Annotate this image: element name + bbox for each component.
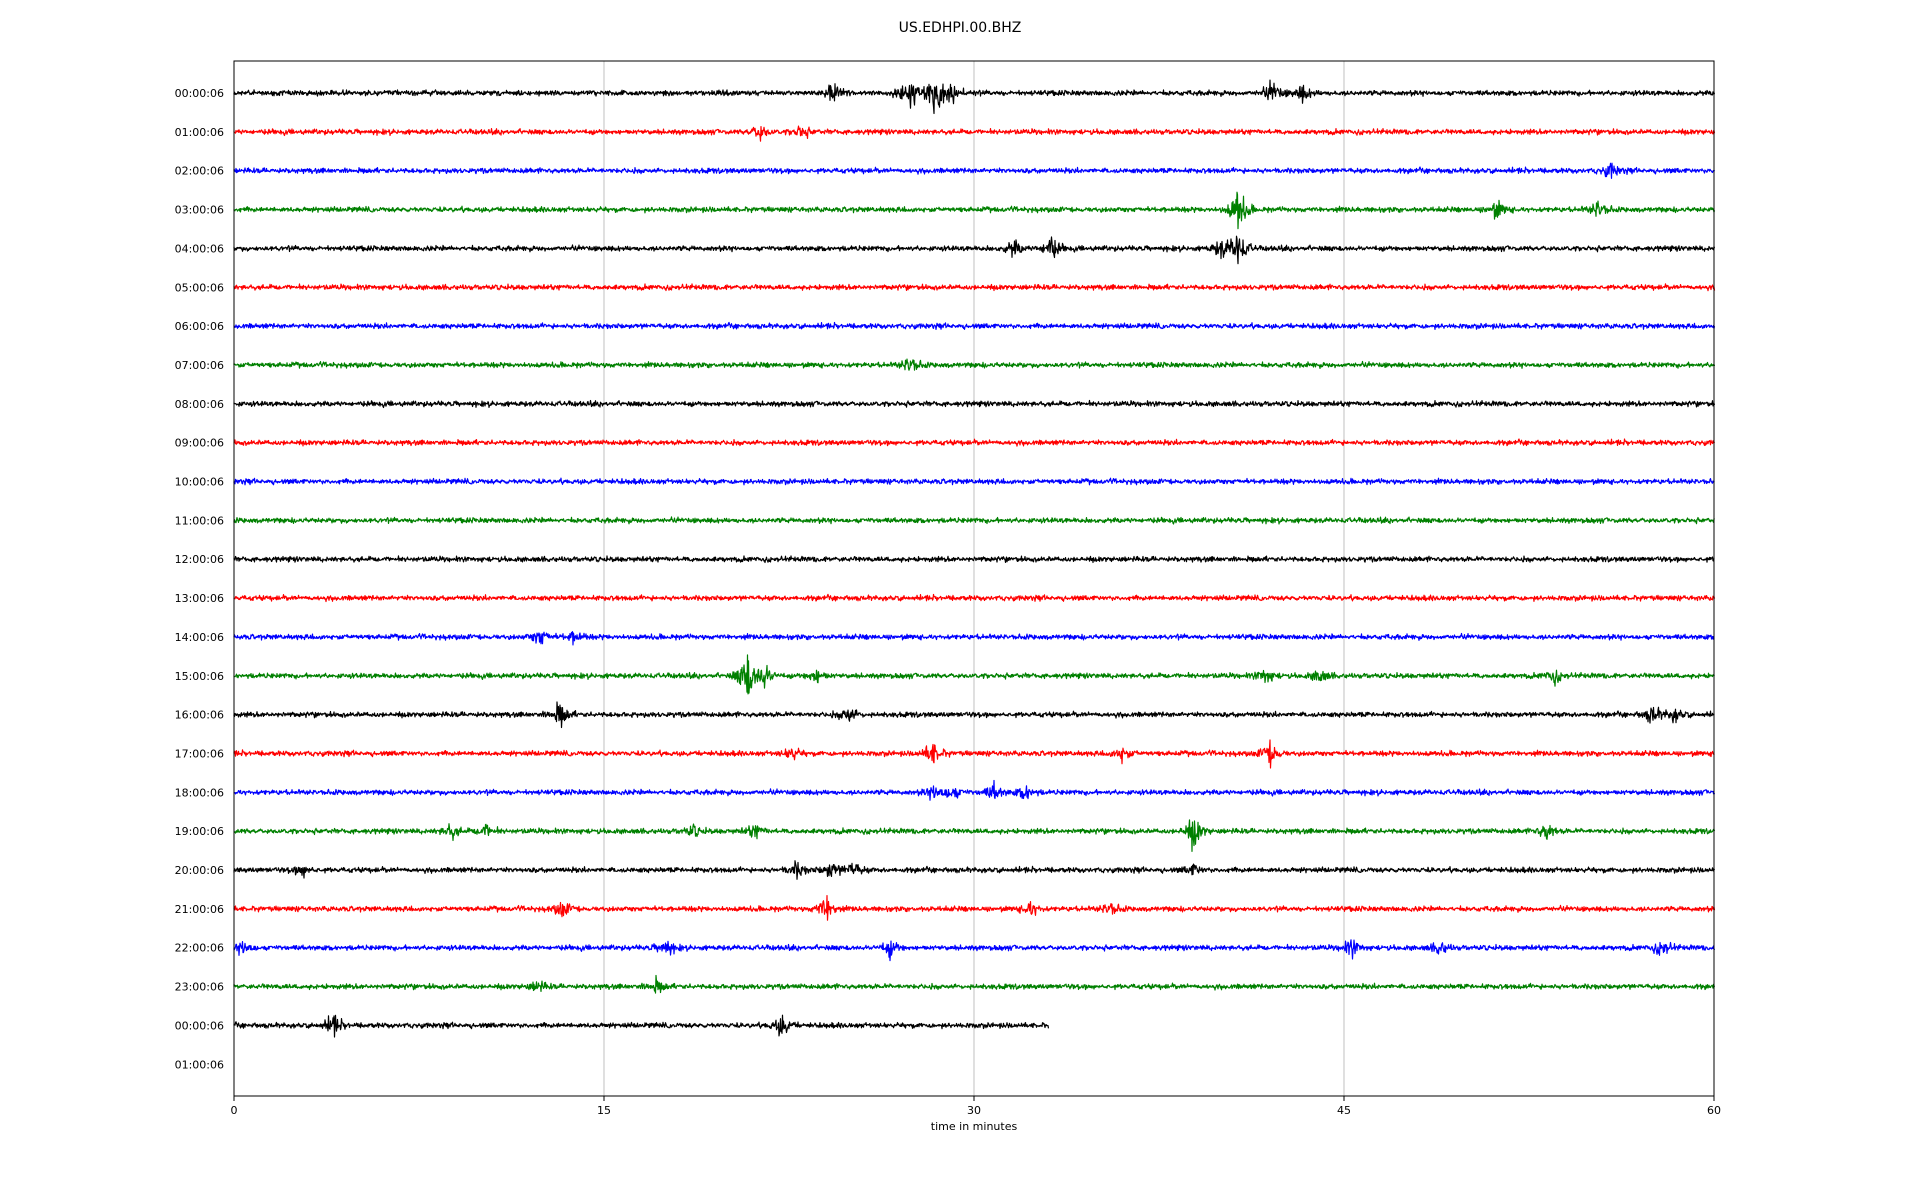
- row-time-label: 02:00:06: [175, 165, 224, 178]
- row-time-label: 19:00:06: [175, 825, 224, 838]
- row-time-label: 01:00:06: [175, 126, 224, 139]
- trace-row-0: [233, 79, 1716, 115]
- trace-row-17: [233, 739, 1715, 769]
- row-time-label: 11:00:06: [175, 514, 224, 527]
- trace-row-22: [233, 939, 1716, 962]
- row-time-label: 08:00:06: [175, 398, 224, 411]
- trace-row-19: [233, 819, 1716, 852]
- trace-row-15: [233, 654, 1715, 695]
- trace-row-5: [233, 283, 1716, 292]
- row-time-label: 00:00:06: [175, 1019, 224, 1032]
- trace-row-23: [233, 974, 1716, 994]
- trace-row-6: [233, 321, 1716, 330]
- x-tick-label: 15: [597, 1104, 611, 1117]
- row-time-label: 10:00:06: [175, 476, 224, 489]
- trace-row-4: [233, 235, 1716, 265]
- row-time-label: 12:00:06: [175, 553, 224, 566]
- row-time-label: 14:00:06: [175, 631, 224, 644]
- trace-row-8: [233, 399, 1716, 409]
- row-time-label: 13:00:06: [175, 592, 224, 605]
- row-time-label: 01:00:06: [175, 1058, 224, 1071]
- x-tick-label: 45: [1337, 1104, 1351, 1117]
- row-time-label: 23:00:06: [175, 981, 224, 994]
- row-time-label: 06:00:06: [175, 320, 224, 333]
- trace-row-21: [233, 894, 1716, 921]
- trace-row-2: [233, 162, 1716, 179]
- trace-row-13: [233, 593, 1716, 603]
- row-time-label: 05:00:06: [175, 281, 224, 294]
- row-time-label: 20:00:06: [175, 864, 224, 877]
- row-time-label: 22:00:06: [175, 942, 224, 955]
- x-tick-label: 0: [231, 1104, 238, 1117]
- row-time-label: 00:00:06: [175, 87, 224, 100]
- row-time-label: 18:00:06: [175, 786, 224, 799]
- x-tick-label: 60: [1707, 1104, 1721, 1117]
- x-tick-label: 30: [967, 1104, 981, 1117]
- trace-row-3: [233, 191, 1716, 230]
- row-time-label: 09:00:06: [175, 437, 224, 450]
- trace-row-20: [233, 860, 1716, 880]
- row-time-label: 07:00:06: [175, 359, 224, 372]
- trace-row-1: [233, 125, 1716, 142]
- trace-row-14: [233, 631, 1715, 646]
- trace-row-24: [233, 1014, 1050, 1038]
- row-time-label: 16:00:06: [175, 709, 224, 722]
- row-time-label: 15:00:06: [175, 670, 224, 683]
- trace-row-7: [233, 358, 1716, 371]
- row-time-label: 21:00:06: [175, 903, 224, 916]
- trace-row-10: [233, 477, 1715, 486]
- trace-row-18: [233, 779, 1716, 801]
- trace-row-12: [233, 555, 1715, 564]
- row-time-label: 03:00:06: [175, 204, 224, 217]
- trace-row-9: [233, 438, 1716, 447]
- chart-title: US.EDHPI.00.BHZ: [898, 20, 1022, 36]
- x-axis-label: time in minutes: [930, 1120, 1018, 1133]
- trace-row-16: [233, 701, 1715, 729]
- row-time-label: 04:00:06: [175, 242, 224, 255]
- row-time-label: 17:00:06: [175, 747, 224, 760]
- trace-row-11: [233, 516, 1715, 525]
